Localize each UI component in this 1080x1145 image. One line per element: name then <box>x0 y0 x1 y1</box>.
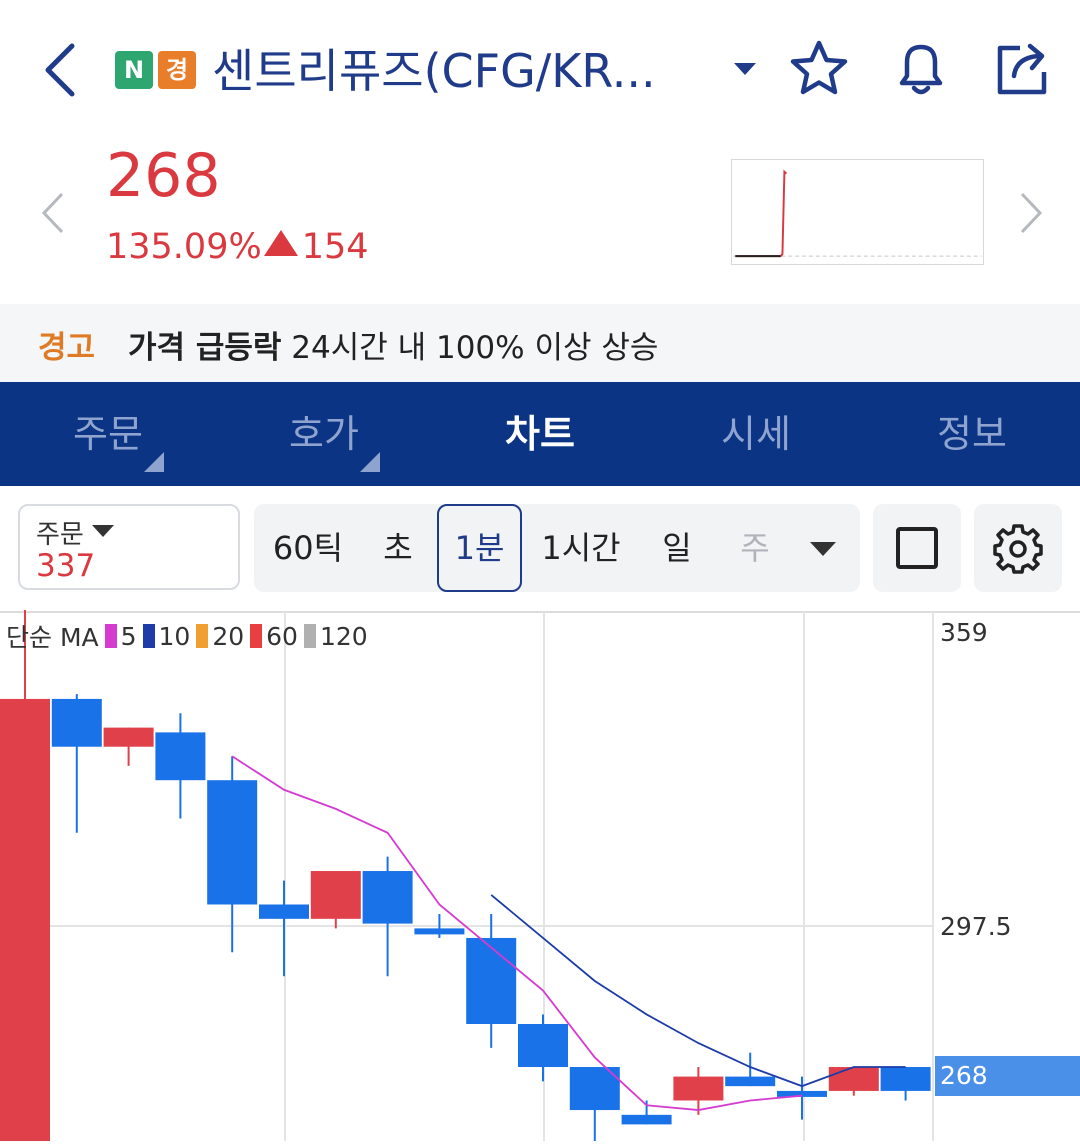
ma60-label: 60 <box>266 621 298 651</box>
square-icon <box>896 527 938 569</box>
tab-orderbook-label: 호가 <box>289 412 359 456</box>
ma60-swatch <box>250 624 263 648</box>
interval-1min[interactable]: 1분 <box>437 504 522 592</box>
ma5-line <box>231 755 803 1111</box>
star-icon[interactable] <box>788 38 850 100</box>
interval-day[interactable]: 일 <box>662 529 692 567</box>
y-tick-label: 359 <box>940 618 988 647</box>
prev-ticker-icon[interactable] <box>38 190 68 236</box>
interval-1hour[interactable]: 1시간 <box>541 529 621 567</box>
corner-indicator-icon <box>144 452 164 472</box>
tab-order-label: 주문 <box>73 412 143 456</box>
chart-settings-button[interactable] <box>974 504 1062 592</box>
warning-banner[interactable]: 경고 가격 급등락 24시간 내 100% 이상 상승 <box>0 304 1080 382</box>
candle-body[interactable] <box>155 732 206 781</box>
interval-seconds[interactable]: 초 <box>383 529 413 567</box>
chart-toolbar: 주문 337 60틱 초 1분 1시간 일 주 <box>0 486 1080 610</box>
change-percent: 135.09% <box>106 227 262 267</box>
fullscreen-button[interactable] <box>873 504 961 592</box>
mini-price-chart[interactable] <box>731 159 984 265</box>
tab-info[interactable]: 정보 <box>864 382 1080 486</box>
candlestick-chart[interactable]: 단순 MA 5 10 20 60 120 359 297.5 268 <box>0 610 1080 1141</box>
share-icon[interactable] <box>992 38 1054 100</box>
tab-orderbook[interactable]: 호가 <box>216 382 432 486</box>
chevron-down-icon <box>92 525 114 537</box>
header: N 경 센트리퓨즈(CFG/KR... <box>0 0 1080 140</box>
candle-body[interactable] <box>0 698 50 1141</box>
y-tick-label: 297.5 <box>940 912 1012 941</box>
ma20-swatch <box>196 624 209 648</box>
order-dropdown-label: 주문 <box>36 520 84 550</box>
price-change: 135.09% 154 <box>106 222 369 272</box>
candle-body[interactable] <box>51 698 102 747</box>
ma10-line <box>490 894 906 1088</box>
tab-chart-label: 차트 <box>505 412 575 456</box>
page-title[interactable]: 센트리퓨즈(CFG/KR... <box>212 44 656 98</box>
up-triangle-icon <box>263 230 298 256</box>
current-price: 268 <box>106 141 221 211</box>
candle-body[interactable] <box>207 780 258 905</box>
candle-body[interactable] <box>518 1024 568 1068</box>
ma5-label: 5 <box>120 621 137 651</box>
nxt-badge: N <box>115 51 153 89</box>
candle-body[interactable] <box>103 727 154 747</box>
interval-week[interactable]: 주 <box>740 529 770 567</box>
order-dropdown[interactable]: 주문 337 <box>18 504 240 590</box>
change-amount: 154 <box>301 227 369 267</box>
warning-badge: 경 <box>158 51 196 89</box>
chart-grid <box>0 612 934 1141</box>
candle-body[interactable] <box>259 904 309 919</box>
candle-body[interactable] <box>621 1114 672 1125</box>
ma120-swatch <box>303 624 316 648</box>
candle-body[interactable] <box>310 871 361 919</box>
more-intervals-chevron-icon[interactable] <box>810 542 836 556</box>
corner-indicator-icon <box>360 452 380 472</box>
warning-label: 경고 <box>38 330 96 366</box>
ma-legend-prefix: 단순 MA <box>6 623 99 652</box>
dropdown-caret-icon[interactable] <box>732 60 758 78</box>
ma5-swatch <box>104 624 117 648</box>
candle-body[interactable] <box>828 1067 879 1091</box>
tab-quotes[interactable]: 시세 <box>648 382 864 486</box>
candle-body[interactable] <box>569 1067 620 1111</box>
tab-chart[interactable]: 차트 <box>432 382 648 486</box>
candle-body[interactable] <box>880 1067 931 1091</box>
ma20-label: 20 <box>212 621 245 651</box>
back-arrow-icon[interactable] <box>40 40 80 100</box>
next-ticker-icon[interactable] <box>1016 190 1046 236</box>
ma-lines-layer <box>231 755 906 1111</box>
ma-legend[interactable]: 단순 MA 5 10 20 60 120 <box>6 618 368 654</box>
gear-icon <box>993 524 1043 574</box>
tab-quotes-label: 시세 <box>721 412 791 456</box>
last-price-tag: 268 <box>935 1056 1080 1096</box>
interval-selector: 60틱 초 1분 1시간 일 주 <box>254 504 860 592</box>
tab-order[interactable]: 주문 <box>0 382 216 486</box>
candle-body[interactable] <box>466 937 517 1024</box>
candle-body[interactable] <box>362 871 413 924</box>
chart-canvas[interactable] <box>0 610 1080 1141</box>
warning-title: 가격 급등락 <box>128 330 282 366</box>
candle-body[interactable] <box>673 1076 724 1101</box>
warning-text: 가격 급등락 24시간 내 100% 이상 상승 <box>128 322 658 367</box>
bell-icon[interactable] <box>890 38 952 100</box>
ma120-label: 120 <box>319 621 368 651</box>
interval-60tick[interactable]: 60틱 <box>272 529 344 567</box>
candle-body[interactable] <box>414 928 465 935</box>
ma10-swatch <box>142 624 155 648</box>
tab-info-label: 정보 <box>937 412 1007 456</box>
order-value: 337 <box>36 548 96 584</box>
tab-bar: 주문 호가 차트 시세 정보 <box>0 382 1080 486</box>
candles-layer <box>0 610 931 1141</box>
candle-body[interactable] <box>725 1076 776 1087</box>
ma10-label: 10 <box>158 621 191 651</box>
warning-detail: 24시간 내 100% 이상 상승 <box>291 330 659 366</box>
candle-body[interactable] <box>777 1090 827 1097</box>
